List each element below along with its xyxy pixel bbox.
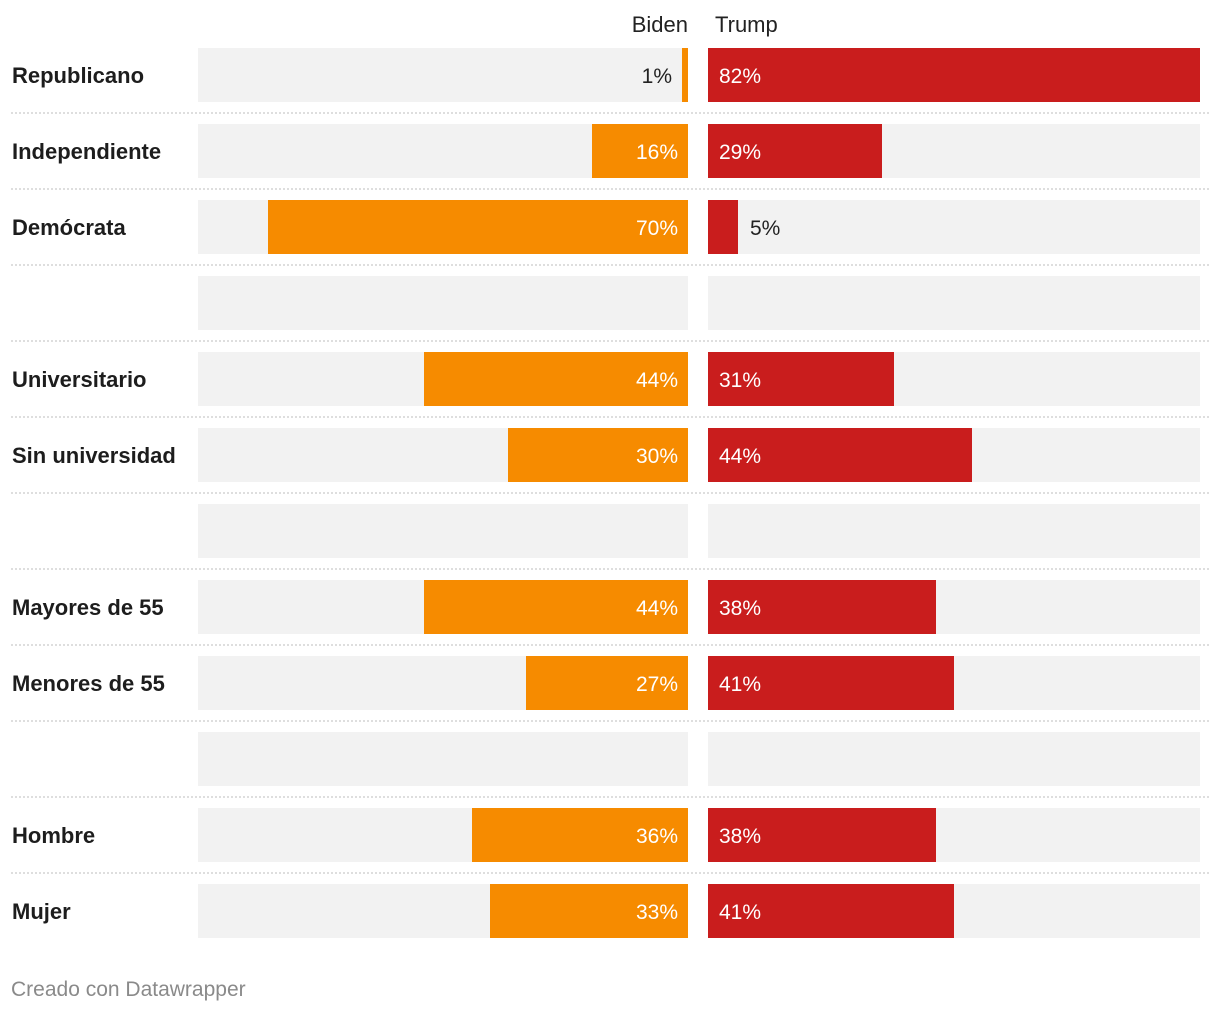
bar-trump xyxy=(708,48,1200,102)
track-trump xyxy=(708,200,1200,254)
bar-trump xyxy=(708,428,972,482)
value-label-trump: 29% xyxy=(719,141,761,164)
value-label-biden: 36% xyxy=(636,825,678,848)
row-label: Demócrata xyxy=(12,215,126,240)
track-biden xyxy=(198,276,688,330)
value-label-trump: 41% xyxy=(719,901,761,924)
bar-biden xyxy=(472,808,688,862)
track-trump xyxy=(708,504,1200,558)
bar-biden xyxy=(490,884,688,938)
value-label-trump: 41% xyxy=(719,673,761,696)
row-label: Independiente xyxy=(12,139,161,164)
bar-biden xyxy=(424,580,688,634)
value-label-biden: 16% xyxy=(636,141,678,164)
value-label-trump: 44% xyxy=(719,445,761,468)
bar-trump xyxy=(708,580,936,634)
value-label-biden: 33% xyxy=(636,901,678,924)
row-label: Sin universidad xyxy=(12,443,176,468)
bar-biden xyxy=(268,200,688,254)
bar-trump xyxy=(708,352,894,406)
row-label: Universitario xyxy=(12,367,147,392)
track-trump xyxy=(708,276,1200,330)
footer-credit: Creado con Datawrapper xyxy=(11,978,246,1001)
bar-trump xyxy=(708,808,936,862)
track-biden xyxy=(198,48,688,102)
value-label-trump: 5% xyxy=(750,217,780,240)
bar-biden xyxy=(592,124,688,178)
bar-biden xyxy=(508,428,688,482)
track-biden xyxy=(198,732,688,786)
series-header-trump: Trump xyxy=(715,12,778,37)
value-label-biden: 70% xyxy=(636,217,678,240)
series-header-biden: Biden xyxy=(632,12,688,37)
row-label: Mayores de 55 xyxy=(12,595,164,620)
value-label-biden: 44% xyxy=(636,369,678,392)
row-label: Mujer xyxy=(12,899,71,924)
bar-biden xyxy=(526,656,688,710)
row-label: Menores de 55 xyxy=(12,671,165,696)
bar-trump xyxy=(708,884,954,938)
row-label: Republicano xyxy=(12,63,144,88)
value-label-trump: 31% xyxy=(719,369,761,392)
bar-trump xyxy=(708,200,738,254)
row-label: Hombre xyxy=(12,823,95,848)
track-trump xyxy=(708,732,1200,786)
value-label-biden: 44% xyxy=(636,597,678,620)
value-label-trump: 38% xyxy=(719,597,761,620)
bar-biden xyxy=(424,352,688,406)
bar-trump xyxy=(708,656,954,710)
value-label-trump: 38% xyxy=(719,825,761,848)
track-biden xyxy=(198,504,688,558)
value-label-biden: 27% xyxy=(636,673,678,696)
value-label-trump: 82% xyxy=(719,65,761,88)
bar-biden xyxy=(682,48,688,102)
bar-trump xyxy=(708,124,882,178)
value-label-biden: 1% xyxy=(642,65,672,88)
value-label-biden: 30% xyxy=(636,445,678,468)
